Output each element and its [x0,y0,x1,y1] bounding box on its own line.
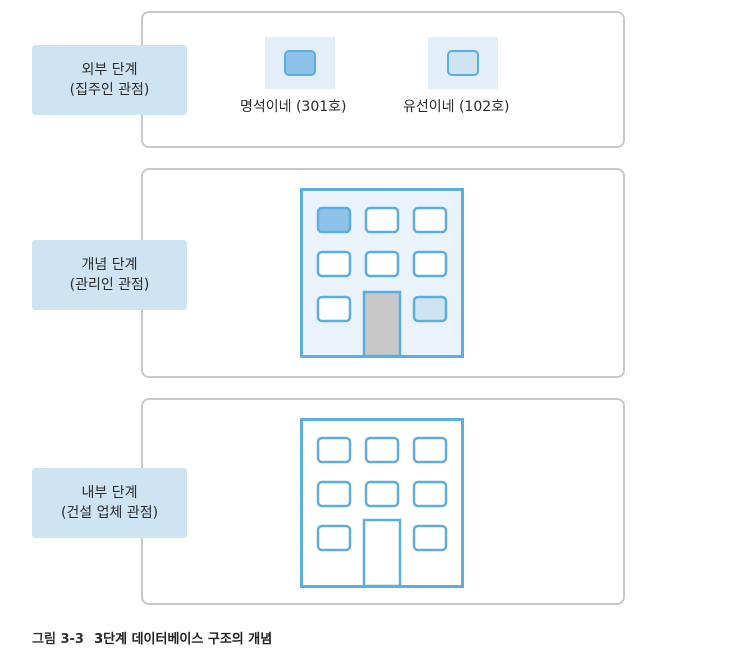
external-level-label: 외부 단계 (집주인 관점) [32,45,187,115]
conceptual-level-title: 개념 단계 [81,257,138,273]
building-window [412,250,448,278]
unit-102-name: 유선이네 (102호) [403,99,510,115]
unit-102-window-icon [447,50,479,76]
unit-301-window-icon [284,50,316,76]
building-window [316,206,352,234]
building-window [316,524,352,552]
building-door [362,290,402,358]
figure-title: 3단계 데이터베이스 구조의 개념 [94,632,273,647]
conceptual-level-subtitle: (관리인 관점) [69,277,150,293]
unit-301-name: 명석이네 (301호) [240,99,347,115]
building-window [316,480,352,508]
external-level-subtitle: (집주인 관점) [69,82,150,98]
building-window [364,206,400,234]
building-window [412,436,448,464]
building-window [364,480,400,508]
building-window [316,436,352,464]
building-window [412,524,448,552]
building-door [362,518,402,588]
conceptual-building-icon [300,188,464,358]
building-window [316,295,352,323]
building-window [364,436,400,464]
internal-level-title: 내부 단계 [81,485,138,501]
internal-level-label: 내부 단계 (건설 업체 관점) [32,468,187,538]
building-window [364,250,400,278]
building-window [412,206,448,234]
external-level-panel [141,11,625,148]
unit-102-tile [428,37,498,89]
internal-building-icon [300,418,464,588]
conceptual-level-label: 개념 단계 (관리인 관점) [32,240,187,310]
external-level-title: 외부 단계 [81,62,138,78]
internal-level-subtitle: (건설 업체 관점) [60,505,159,521]
figure-caption: 그림 3-3 3단계 데이터베이스 구조의 개념 [32,628,272,647]
building-window [412,480,448,508]
figure-number: 그림 3-3 [32,632,84,647]
unit-301-tile [265,37,335,89]
building-window [316,250,352,278]
building-window [412,295,448,323]
